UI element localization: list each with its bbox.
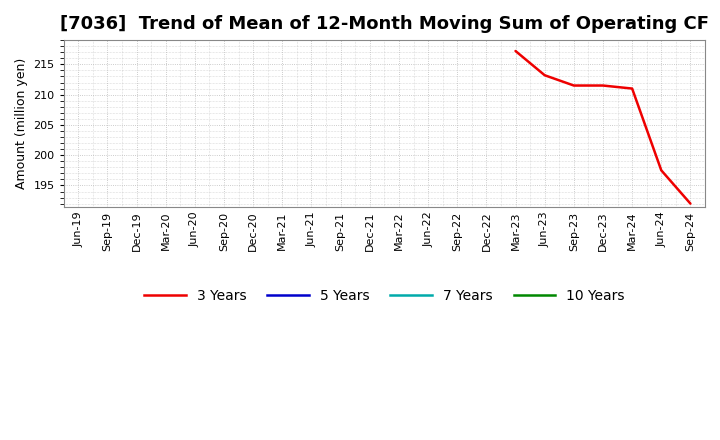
Legend: 3 Years, 5 Years, 7 Years, 10 Years: 3 Years, 5 Years, 7 Years, 10 Years xyxy=(138,283,631,308)
Title: [7036]  Trend of Mean of 12-Month Moving Sum of Operating CF: [7036] Trend of Mean of 12-Month Moving … xyxy=(60,15,709,33)
Y-axis label: Amount (million yen): Amount (million yen) xyxy=(15,58,28,189)
